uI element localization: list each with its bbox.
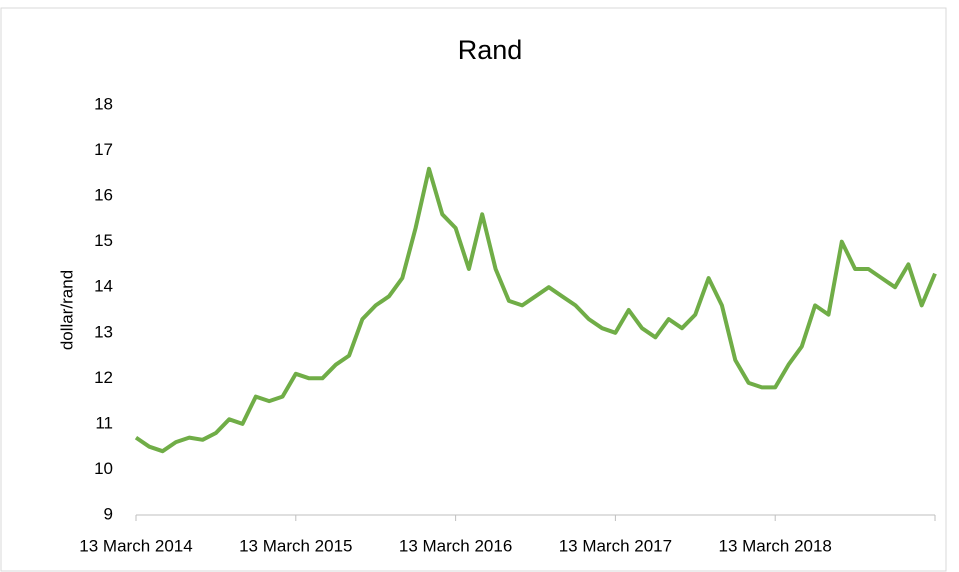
y-axis-label: dollar/rand (57, 270, 76, 350)
x-tick-label: 13 March 2014 (79, 536, 192, 555)
y-tick-label: 11 (95, 413, 113, 432)
y-tick-label: 10 (94, 459, 113, 478)
y-tick-label: 12 (94, 368, 113, 387)
y-tick-label: 13 (94, 322, 113, 341)
x-tick-label: 13 March 2017 (559, 536, 672, 555)
y-tick-label: 9 (104, 504, 113, 523)
chart-border (0, 7, 947, 572)
x-tick-label: 13 March 2018 (718, 536, 831, 555)
line-series (134, 166, 937, 454)
x-tick-label: 13 March 2016 (399, 536, 512, 555)
y-tick-label: 15 (94, 231, 113, 250)
y-tick-label: 16 (94, 186, 113, 205)
y-tick-label: 18 (94, 94, 113, 113)
y-tick-label: 14 (94, 277, 113, 296)
y-tick-label: 17 (94, 140, 113, 159)
x-tick-label: 13 March 2015 (239, 536, 352, 555)
chart-title: Rand (458, 35, 523, 65)
